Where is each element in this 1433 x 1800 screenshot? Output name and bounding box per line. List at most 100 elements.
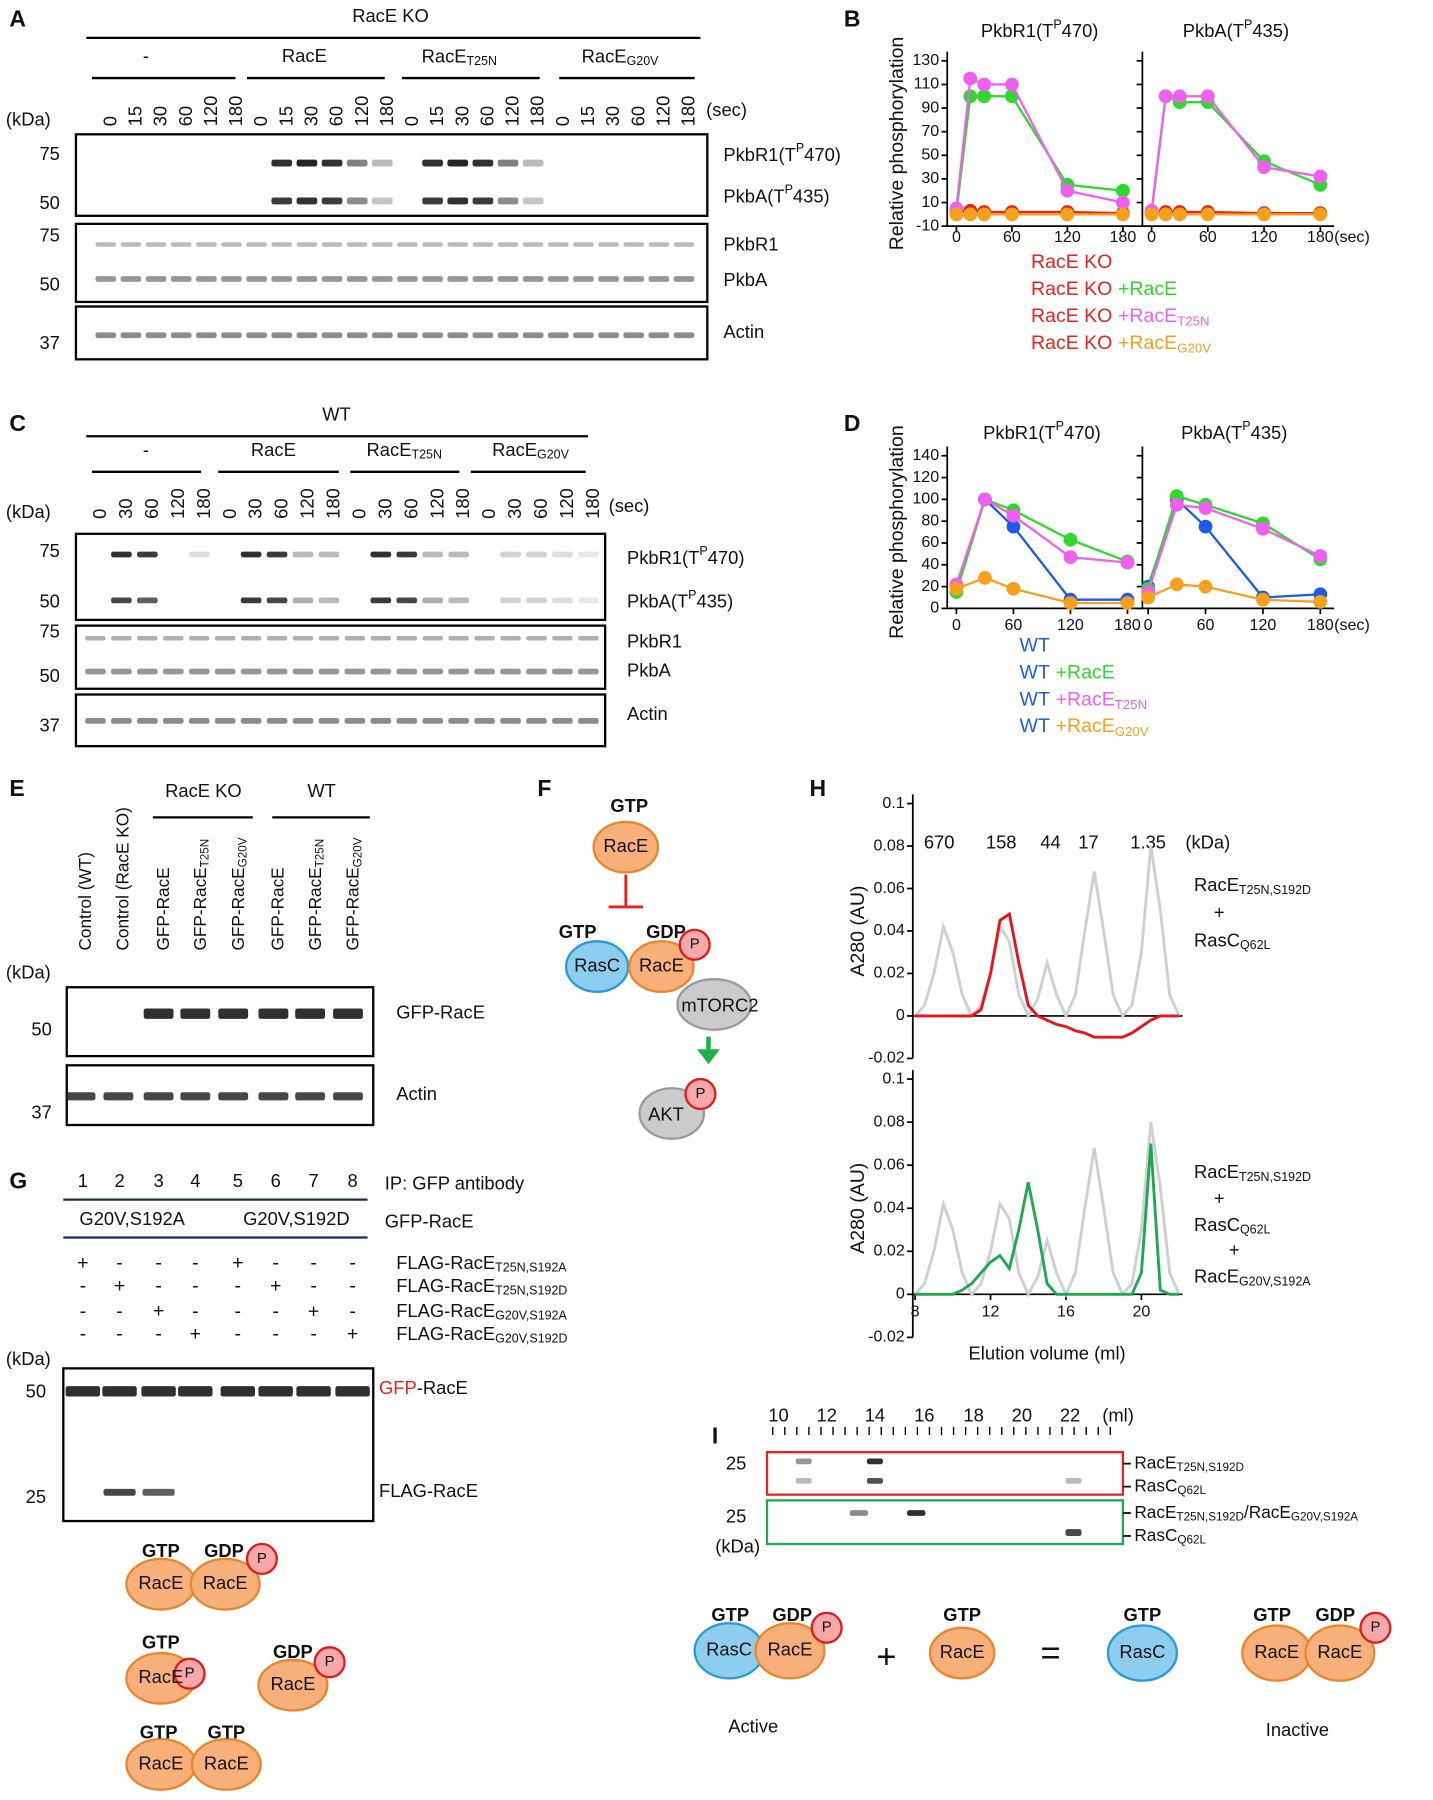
- band: [120, 332, 142, 339]
- band: [547, 242, 569, 247]
- band: [321, 332, 343, 339]
- label: mTORC2: [681, 995, 758, 1016]
- legend-prefix: RacE KO: [1031, 305, 1112, 327]
- x-tick-label: 60: [1003, 228, 1021, 246]
- text-part: G20V,S192A: [495, 1309, 567, 1323]
- data-point: [978, 492, 992, 507]
- band: [292, 551, 314, 558]
- series-line: [914, 1121, 1181, 1298]
- data-point: [963, 207, 978, 222]
- y-tick-label: 0.04: [873, 921, 904, 939]
- group-label: RacET25N: [367, 439, 442, 462]
- label: GDP: [273, 1641, 313, 1662]
- text-part: RacE KO: [1031, 251, 1112, 273]
- y-axis-title: A280 (AU): [847, 885, 869, 976]
- band: [335, 1386, 370, 1397]
- label: 25: [26, 1486, 46, 1507]
- label: 670: [924, 832, 955, 853]
- text-part: 435): [697, 591, 734, 612]
- y-tick-label: 80: [921, 511, 939, 529]
- label: 50: [39, 665, 59, 686]
- label: -: [155, 1252, 162, 1274]
- band: [188, 551, 210, 558]
- band: [292, 718, 314, 724]
- band: [292, 635, 314, 641]
- text-part: PkbR1(T: [981, 20, 1053, 41]
- y-tick-label: 50: [921, 146, 939, 164]
- band: [448, 551, 469, 558]
- text-part: /RacE: [1244, 1502, 1291, 1522]
- band: [552, 597, 573, 604]
- band: [472, 197, 494, 205]
- x-tick-label: 180: [1307, 228, 1334, 246]
- label: -: [80, 1275, 87, 1297]
- text-part: PkbA(T: [1183, 20, 1244, 41]
- x-tick-label: 180: [1307, 616, 1334, 634]
- text-part: GFP-RacE: [227, 867, 247, 950]
- band: [648, 242, 670, 247]
- x-tick-label: 120: [1251, 228, 1278, 246]
- data-point: [978, 570, 992, 585]
- y-tick-label: 0.06: [873, 879, 904, 897]
- text-part: P: [699, 544, 707, 558]
- band: [866, 1477, 883, 1484]
- text-part: -RacE: [417, 1377, 468, 1398]
- text-part: +: [114, 1275, 125, 1297]
- text-part: +RacE: [1056, 661, 1115, 683]
- band: [578, 718, 599, 724]
- text-part: P: [1242, 419, 1250, 433]
- label: RacET25N,S192D: [1194, 874, 1311, 897]
- time-label: 180: [323, 488, 344, 519]
- label: P: [822, 1619, 832, 1636]
- band: [246, 242, 267, 247]
- band: [240, 635, 262, 641]
- x-tick-label: 0: [1147, 228, 1156, 246]
- band: [162, 668, 184, 675]
- band: [170, 242, 192, 247]
- label: RacE: [768, 1639, 813, 1660]
- band: [111, 718, 132, 724]
- y-tick-label: 0: [930, 599, 939, 617]
- text-part: RasC: [1194, 929, 1240, 950]
- text-part: PkbA(T: [627, 591, 688, 612]
- band: [497, 159, 519, 167]
- y-tick-label: 140: [912, 446, 939, 464]
- band: [321, 276, 343, 282]
- band: [271, 242, 293, 247]
- time-label: 15: [125, 106, 146, 126]
- y-tick-label: -0.02: [868, 1328, 905, 1346]
- x-tick-label: 12: [982, 1302, 1000, 1320]
- label: 12: [816, 1404, 836, 1425]
- label: -: [155, 1323, 162, 1345]
- time-label: 0: [250, 116, 271, 126]
- data-point: [949, 207, 964, 222]
- label: -: [80, 1323, 87, 1345]
- label: +: [190, 1323, 201, 1345]
- text-part: RacE: [422, 45, 467, 66]
- time-label: 180: [678, 96, 699, 127]
- x-tick-label: 0: [1144, 616, 1153, 634]
- data-point: [1200, 207, 1215, 222]
- y-axis-title: Relative phosphorylation: [886, 37, 908, 251]
- text-part: P: [796, 142, 804, 156]
- band: [578, 668, 599, 675]
- time-label: 60: [627, 106, 648, 126]
- label: RacE: [270, 1673, 315, 1694]
- band: [497, 242, 519, 247]
- text-part: T25N,S192D: [1239, 1170, 1311, 1184]
- series-line: [915, 1143, 1180, 1296]
- band: [422, 242, 443, 247]
- label: GTP: [559, 921, 597, 942]
- molecule-race: [1304, 1624, 1376, 1682]
- text-part: RacE: [367, 439, 412, 460]
- band: [344, 668, 366, 675]
- data-point: [1063, 532, 1078, 547]
- data-point: [1005, 77, 1019, 92]
- label: PkbA(TP435): [627, 588, 733, 611]
- legend-prefix: WT: [1020, 715, 1050, 737]
- band: [258, 1008, 289, 1019]
- band: [240, 551, 262, 558]
- label: -: [192, 1275, 199, 1297]
- band: [188, 718, 210, 724]
- molecule-p: [245, 1542, 278, 1576]
